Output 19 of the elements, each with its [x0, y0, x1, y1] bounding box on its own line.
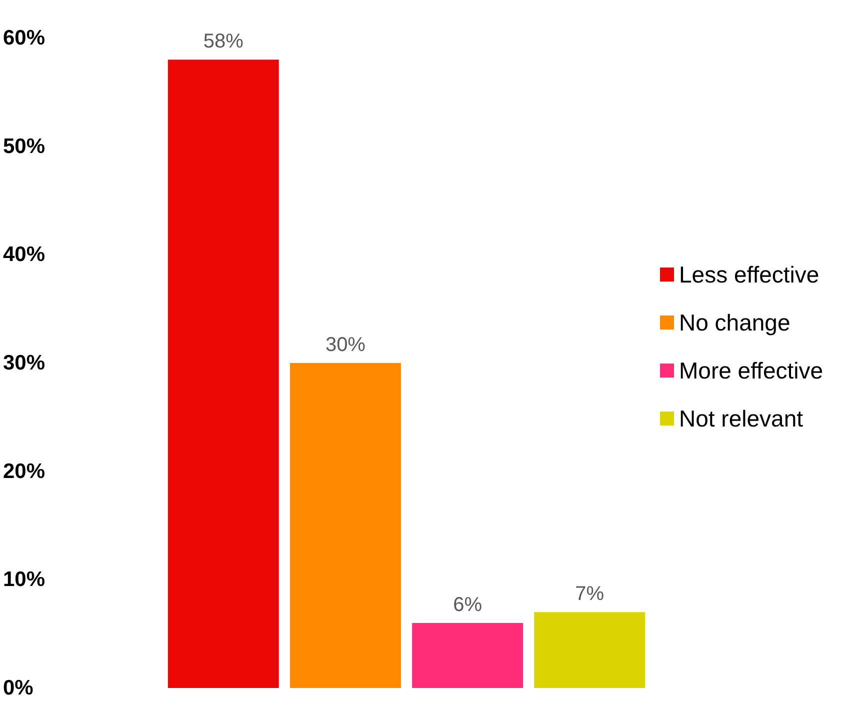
legend-label: No change	[679, 310, 790, 336]
legend-label: Not relevant	[679, 406, 804, 432]
data-label: 6%	[453, 594, 482, 616]
bar	[290, 363, 401, 688]
y-tick-label: 30%	[3, 352, 46, 374]
bar	[412, 623, 524, 688]
y-tick-label: 0%	[3, 676, 34, 700]
data-label: 30%	[325, 334, 366, 356]
data-label: 7%	[575, 583, 604, 606]
bar	[534, 612, 646, 688]
legend-label: More effective	[679, 358, 824, 384]
y-tick-label: 20%	[3, 460, 46, 483]
y-tick-label: 10%	[3, 568, 46, 592]
bar	[168, 60, 279, 688]
y-tick-label: 40%	[3, 243, 46, 266]
legend-label: Less effective	[679, 262, 820, 288]
y-tick-label: 60%	[3, 26, 46, 50]
data-label: 58%	[203, 30, 244, 53]
y-tick-label: 50%	[3, 134, 46, 158]
